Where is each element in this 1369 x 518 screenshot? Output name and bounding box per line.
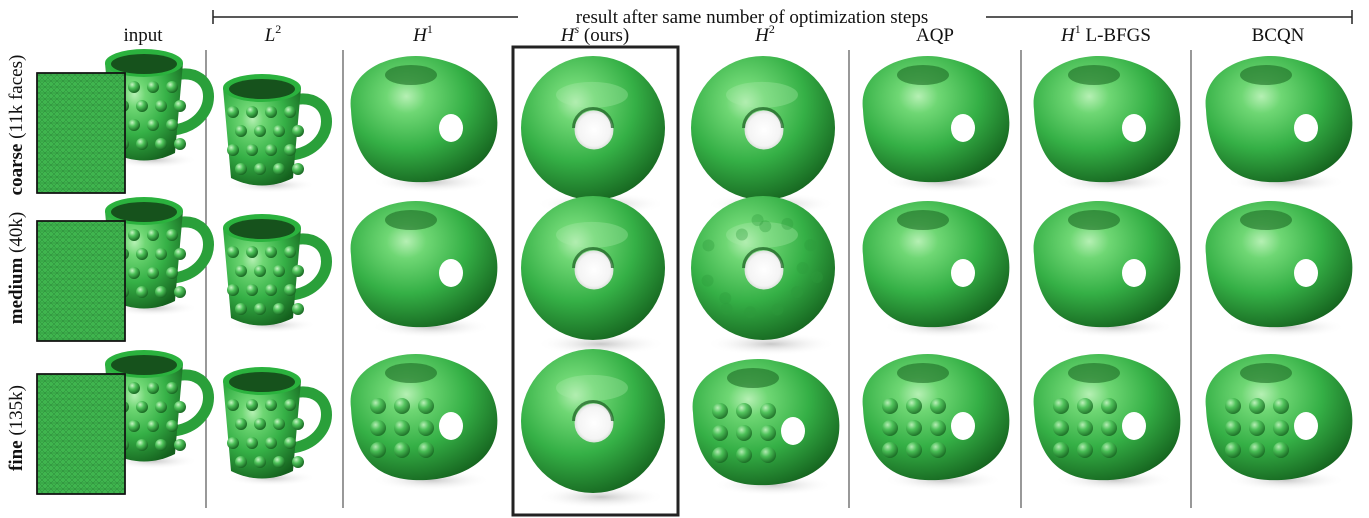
- shape-aqp-medium: [862, 200, 1010, 338]
- shape-h1-fine: [350, 353, 498, 491]
- shape-h2-medium: [691, 196, 836, 356]
- svg-text:fine (135k): fine (135k): [6, 385, 27, 471]
- shape-h1lbfgs-coarse: [1033, 55, 1181, 193]
- shape-l2-coarse: [223, 74, 332, 194]
- shape-h2-coarse: [691, 56, 836, 216]
- shape-input-fine: [36, 350, 214, 495]
- row-label-medium: medium (40k): [6, 212, 27, 324]
- column-header-l2: L2: [264, 22, 282, 46]
- shape-aqp-coarse: [862, 55, 1010, 193]
- shape-bcqn-fine: [1205, 353, 1353, 491]
- shape-hs-medium: [521, 196, 666, 356]
- shape-h1lbfgs-medium: [1033, 200, 1181, 338]
- row-label-fine: fine (135k): [6, 385, 27, 471]
- shape-grid: [36, 49, 1353, 509]
- shape-hs-coarse: [521, 56, 666, 216]
- svg-text:coarse (11k faces): coarse (11k faces): [6, 55, 27, 196]
- column-header-hs: Hs (ours): [560, 22, 630, 46]
- shape-h1-medium: [350, 200, 498, 338]
- column-header-bcqn: BCQN: [1252, 25, 1305, 46]
- bracket-label: result after same number of optimization…: [576, 7, 928, 28]
- shape-h1-coarse: [350, 55, 498, 193]
- shape-h2-fine: [692, 358, 840, 496]
- highlight-ours-box: [511, 45, 680, 517]
- column-dividers: [205, 50, 1192, 508]
- shape-bcqn-coarse: [1205, 55, 1353, 193]
- column-header-h2: H2: [754, 22, 775, 46]
- shape-l2-medium: [223, 214, 332, 334]
- shape-l2-fine: [223, 367, 332, 487]
- svg-text:medium (40k): medium (40k): [6, 212, 27, 324]
- column-header-h1: H1: [412, 22, 433, 46]
- shape-bcqn-medium: [1205, 200, 1353, 338]
- shape-input-coarse: [36, 49, 214, 194]
- column-header-aqp: AQP: [916, 25, 954, 46]
- shape-hs-fine: [521, 349, 666, 509]
- column-header-h1lbfgs: H1 L-BFGS: [1060, 22, 1151, 46]
- row-labels: coarse (11k faces) medium (40k) fine (135k…: [6, 55, 27, 471]
- shape-h1lbfgs-fine: [1033, 353, 1181, 491]
- column-header-input: input: [123, 25, 163, 46]
- result-bracket: result after same number of optimization…: [212, 6, 1353, 28]
- column-headers: input L2 H1 Hs (ours) H2 AQP H1 L-BFGS BCQN: [123, 22, 1304, 46]
- shape-aqp-fine: [862, 353, 1010, 491]
- row-label-coarse: coarse (11k faces): [6, 55, 27, 196]
- shape-input-medium: [36, 197, 214, 342]
